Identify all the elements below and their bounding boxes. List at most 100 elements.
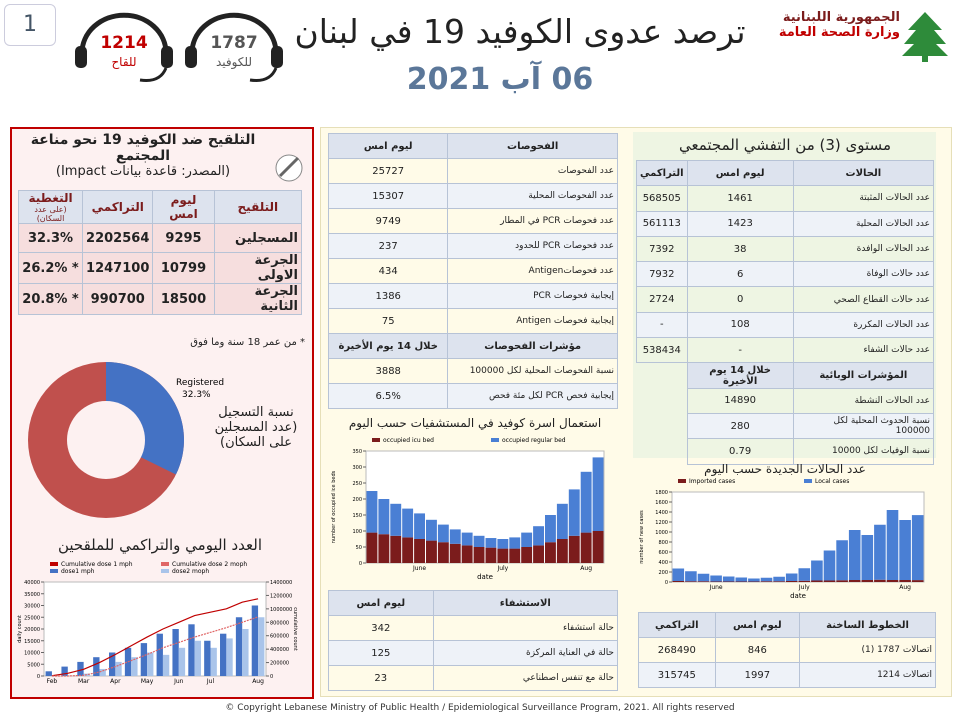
header-cell: خلال 14 يوم الأخيرة [686,362,794,389]
hotlines-table: الخطوط الساخنة ليوم امس التراكمي اتصالات 17… [638,612,936,688]
bar [178,647,186,676]
bar [378,499,390,535]
label-cell: حالة مع تنفس اصطناعي [432,665,619,691]
row: الجرعة الاولى 10799 1247100 * 26.2% [17,252,303,284]
y-tick-label: 200 [658,570,668,576]
header-cell: ليوم امس [328,590,434,616]
bar [473,535,485,547]
bar [449,529,461,544]
header-cell: ليوم امس [714,612,801,638]
bar [414,539,425,563]
bar [592,531,604,563]
x-tick-label: May [141,678,154,685]
row: نسبة الوفيات لكل 10000 0.79 [637,438,935,465]
vaccination-chart: 0 5000 10000 15000 20000 25000 30000 35000 40000… [17,561,298,685]
value-cell: 10799 [152,252,215,284]
y2-tick-label: 400000 [270,647,289,653]
y2-tick-label: 600000 [270,634,289,640]
row: اتصالات 1787 (1) 846 268490 [638,637,936,663]
header-row: الحالات ليوم امس التراكمي [636,159,935,187]
value-cell: 268490 [638,637,716,663]
y-tick-label: 400 [658,560,668,566]
bar [226,638,233,676]
x-axis-label: date [477,573,493,581]
value-cell: 846 [714,637,801,663]
value-cell: 2202564 [82,223,154,253]
x-tick-label: Aug [252,678,264,685]
bar [140,643,148,676]
header-row: الخطوط الساخنة ليوم امس التراكمي [638,612,936,638]
bar [748,581,760,582]
coverage-note: (على عدد السكان) [34,205,67,223]
bar [147,652,154,676]
x-tick-label: Jul [206,678,215,685]
bar [556,503,568,539]
value-cell: 3888 [327,358,449,384]
bar [580,532,592,563]
chart-title: العدد اليومي والتراكمي للملقحين [57,536,263,554]
label-cell: عدد حالات الوفاة [792,261,935,288]
bar [414,513,425,539]
bar [99,668,106,676]
value-cell: 75 [327,308,449,334]
label-cell: حالة استشفاء [432,615,619,641]
legend-label: Cumulative dose 2 moph [172,561,247,568]
bar [533,526,544,546]
line [51,598,259,677]
bar [93,657,100,676]
value-cell: 1997 [714,662,801,688]
legend-label: Cumulative dose 1 mph [61,561,133,568]
bar [722,581,735,582]
y-tick-label: 1200 [655,520,668,526]
bar [77,661,84,676]
bar [545,542,556,563]
x-tick-label: June [709,584,723,591]
label-cell: عدد الحالات المحلية [792,210,935,237]
header-cell: الاستشفاء [432,590,619,616]
vaccination-header: التلقيح ضد الكوفيد 19 نحو مناعة المجتمع … [18,132,268,179]
value-cell: - [636,311,688,339]
y-tick-label: 0 [37,674,40,680]
x-tick-label: Aug [580,565,592,572]
bar [497,548,509,563]
bar [823,550,836,581]
header-row: المؤشرات الوبائية خلال 14 يوم الأخيرة [637,362,935,389]
header-cell: التراكمي [82,190,154,224]
legend-swatch [804,479,812,483]
y-tick-label: 150 [352,513,362,519]
label-cell: المسجلين [213,223,303,253]
pie-caption: نسبة التسجيل (عدد المسجلين على السكان) [214,405,298,450]
line [51,616,259,677]
table: الاستشفاء ليوم امس حالة استشفاء 342 حالة في … [328,590,619,691]
label-cell: الجرعة الاولى [213,252,303,284]
legend-swatch [50,569,58,573]
pie-label: Registered [176,378,224,388]
bar [785,581,798,582]
row: عدد فحوصاتAntigen 434 [327,258,618,284]
row: إيجابية فحوصات PCR 1386 [327,283,618,309]
vaccination-source: (المصدر: قاعدة بيانات Impact) [55,164,231,179]
bar [220,633,227,676]
y-tick-label: 800 [658,540,668,546]
y-tick-label: 35000 [24,592,40,598]
bar [836,580,848,582]
x-tick-label: Feb [47,678,58,685]
bar [899,580,911,582]
legend-label: Imported cases [689,478,735,485]
y-tick-label: 350 [352,449,362,455]
label-cell: إيجابية فحوصات PCR [447,283,618,309]
bar [402,537,414,563]
bar [235,617,243,676]
value-cell: 538434 [636,337,688,364]
bar [437,542,449,563]
hospitalization-table: الاستشفاء ليوم امس حالة استشفاء 342 حالة في … [328,590,619,691]
label-cell: عدد حالات الشفاء [792,337,935,364]
bar [156,633,163,676]
row: نسبة الحدوث المحلية لكل 100000 280 [637,412,935,440]
row: عدد الحالات الوافدة 38 7392 [636,235,935,263]
y-tick-label: 0 [359,561,362,567]
label-cell: عدد الحالات المثبتة [792,185,935,212]
bar [485,538,497,548]
y2-tick-label: 1400000 [270,580,292,586]
row: حالة في العناية المركزة 125 [328,640,619,666]
